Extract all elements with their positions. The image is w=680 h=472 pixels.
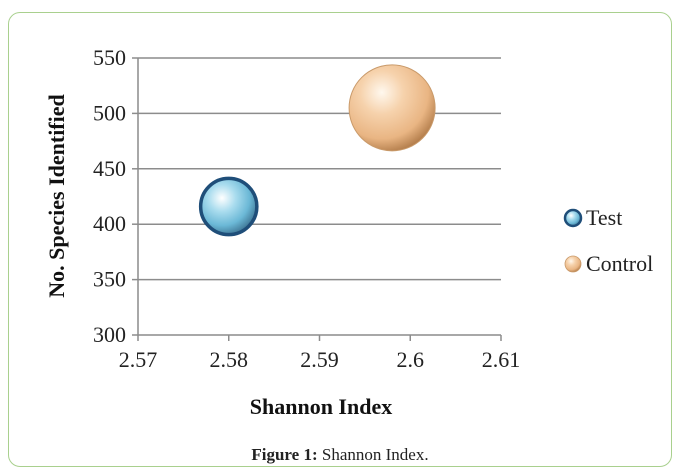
x-tick-label: 2.6 — [397, 347, 425, 372]
gridlines — [138, 57, 501, 281]
bubble-control — [348, 64, 436, 152]
legend-label-test: Test — [586, 205, 622, 230]
bubble-test — [198, 176, 259, 237]
caption-text: Shannon Index. — [317, 445, 429, 464]
x-tick-label: 2.59 — [300, 347, 339, 372]
legend-marker-test — [563, 208, 583, 228]
x-tick-label: 2.61 — [482, 347, 521, 372]
x-tick-label: 2.58 — [210, 347, 249, 372]
y-tick-label: 400 — [93, 211, 126, 236]
data-points — [198, 64, 436, 237]
figure-frame — [8, 12, 672, 467]
x-tick-label: 2.57 — [119, 347, 158, 372]
caption-label: Figure 1: — [251, 445, 318, 464]
y-axis-title: No. Species Identified — [44, 94, 69, 298]
tick-labels: 300 350 400 450 500 550 2.57 2.58 2.59 2.6 2.61 — [93, 45, 520, 372]
legend-marker-control — [564, 255, 582, 273]
y-tick-label: 450 — [93, 156, 126, 181]
x-axis-title: Shannon Index — [250, 394, 392, 419]
y-tick-label: 550 — [93, 45, 126, 70]
figure-caption: Figure 1: Shannon Index. — [0, 445, 680, 465]
legend-label-control: Control — [586, 251, 653, 276]
legend: Test Control — [563, 205, 653, 276]
axes — [132, 57, 502, 341]
y-tick-label: 350 — [93, 267, 126, 292]
y-tick-label: 300 — [93, 322, 126, 347]
y-tick-label: 500 — [93, 100, 126, 125]
